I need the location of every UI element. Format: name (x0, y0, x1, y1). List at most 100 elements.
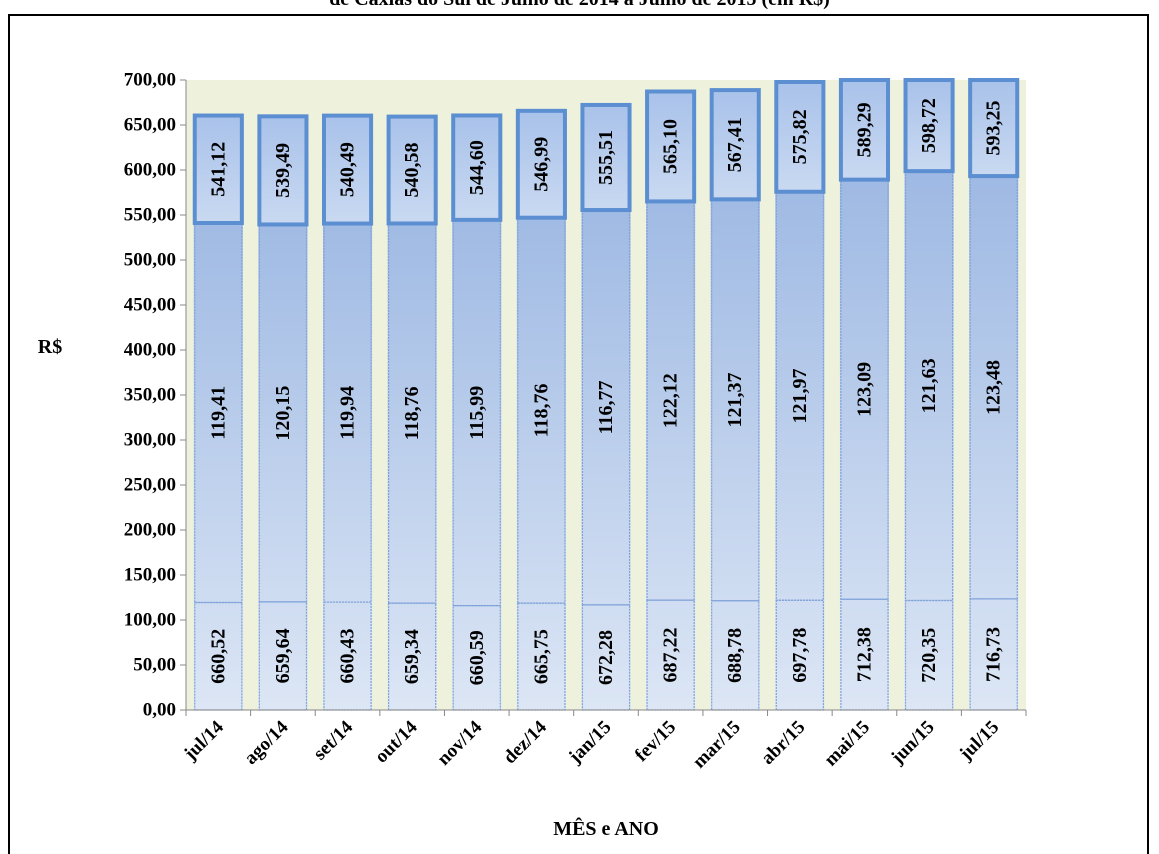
bar-segment-2-jul/15 (969, 175, 1018, 600)
chart-title: de Caxias do Sul de Julho de 2014 a Julh… (0, 0, 1159, 12)
x-tick-label-mai/15: mai/15 (820, 717, 874, 771)
data-label-top-dez/14: 546,99 (530, 137, 552, 192)
x-tick-label-set/14: set/14 (309, 716, 357, 764)
x-tick-label-out/14: out/14 (371, 716, 422, 767)
y-tick-label: 200,00 (124, 520, 176, 541)
bar-segment-3-jul/15 (968, 78, 1020, 179)
data-label-top-abr/15: 575,82 (789, 109, 811, 164)
bar-segment-2-fev/15 (646, 200, 695, 601)
y-tick-label: 400,00 (124, 340, 176, 361)
chart-frame (8, 14, 1149, 854)
data-label-bottom-jan/15: 672,28 (595, 630, 617, 685)
bar-segment-3-mar/15 (709, 88, 761, 202)
x-tick-label-nov/14: nov/14 (433, 716, 486, 769)
data-label-bottom-jul/15: 716,73 (983, 627, 1005, 682)
y-tick-label: 300,00 (124, 430, 176, 451)
x-tick-label-fev/15: fev/15 (631, 717, 680, 766)
x-tick-label-ago/14: ago/14 (240, 716, 293, 769)
data-label-top-jan/15: 555,51 (595, 130, 617, 185)
y-tick-label: 250,00 (124, 475, 176, 496)
y-tick-label: 50,00 (133, 655, 176, 676)
data-label-top-mai/15: 589,29 (853, 102, 875, 157)
x-tick-label-dez/14: dez/14 (500, 716, 552, 768)
data-label-top-jul/14: 541,12 (207, 142, 229, 197)
bar-segment-3-dez/14 (515, 108, 567, 220)
data-label-top-ago/14: 539,49 (272, 143, 294, 198)
data-label-top-jul/15: 593,25 (983, 101, 1005, 156)
bar-segment-2-out/14 (388, 222, 437, 604)
data-label-top-nov/14: 544,60 (466, 140, 488, 195)
bar-segment-3-mai/15 (838, 78, 891, 182)
data-label-middle-set/14: 119,94 (337, 386, 359, 440)
y-tick-label: 500,00 (124, 250, 176, 271)
data-label-middle-dez/14: 118,76 (530, 383, 552, 437)
bar-segment-3-out/14 (386, 114, 438, 226)
data-label-middle-mar/15: 121,37 (724, 373, 746, 428)
y-tick-label: 450,00 (124, 295, 176, 316)
y-tick-label: 600,00 (124, 160, 176, 181)
data-label-bottom-nov/14: 660,59 (466, 630, 488, 685)
y-tick-label: 700,00 (124, 70, 176, 91)
y-tick-label: 100,00 (124, 610, 176, 631)
bar-segment-3-nov/14 (451, 113, 503, 222)
data-label-middle-jun/15: 121,63 (918, 358, 940, 413)
data-label-bottom-mai/15: 712,38 (853, 627, 875, 682)
bar-jun/15 (904, 80, 954, 710)
x-tick-label-jul/15: jul/15 (955, 717, 1003, 765)
bar-segment-1-mar/15 (711, 600, 760, 711)
data-label-top-fev/15: 565,10 (660, 119, 682, 174)
data-label-bottom-fev/15: 687,22 (660, 628, 682, 683)
bar-segment-2-mai/15 (840, 179, 889, 600)
bar-segment-3-set/14 (321, 113, 374, 226)
y-tick-label: 550,00 (124, 205, 176, 226)
data-label-top-mar/15: 567,41 (724, 117, 746, 172)
y-axis-title: R$ (38, 336, 62, 358)
y-tick-label: 150,00 (124, 565, 176, 586)
bar-segment-2-nov/14 (452, 219, 501, 607)
bar-segment-2-abr/15 (775, 191, 824, 601)
bar-segment-2-jun/15 (904, 170, 954, 602)
bar-segment-2-dez/14 (517, 217, 566, 604)
data-label-bottom-abr/15: 697,78 (789, 628, 811, 683)
data-label-middle-abr/15: 121,97 (789, 368, 811, 423)
x-axis-title: MÊS e ANO (553, 816, 659, 840)
data-label-bottom-set/14: 660,43 (337, 629, 359, 684)
data-label-bottom-ago/14: 659,64 (272, 628, 294, 683)
y-tick-label: 350,00 (124, 385, 176, 406)
bar-segment-3-abr/15 (774, 79, 826, 194)
data-label-middle-ago/14: 120,15 (272, 386, 294, 441)
bar-segment-2-set/14 (323, 222, 372, 603)
data-label-bottom-mar/15: 688,78 (724, 628, 746, 683)
data-label-top-set/14: 540,49 (337, 142, 359, 197)
data-label-bottom-dez/14: 665,75 (530, 629, 552, 684)
bar-segment-3-ago/14 (257, 114, 309, 227)
data-label-middle-jul/15: 123,48 (983, 360, 1005, 415)
bar-segment-2-jul/14 (194, 222, 243, 604)
bar-segment-2-mar/15 (711, 198, 760, 602)
data-label-bottom-out/14: 659,34 (401, 629, 423, 684)
x-tick-label-jun/15: jun/15 (886, 717, 938, 769)
data-label-middle-mai/15: 123,09 (853, 362, 875, 417)
x-tick-label-mar/15: mar/15 (689, 717, 745, 773)
bar-jul/15 (969, 80, 1019, 710)
data-label-top-out/14: 540,58 (401, 143, 423, 198)
bar-segment-2-ago/14 (258, 223, 308, 603)
x-tick-label-abr/15: abr/15 (757, 717, 809, 769)
data-label-middle-jan/15: 116,77 (595, 381, 617, 435)
bar-segment-3-jan/15 (580, 102, 632, 213)
x-tick-label-jan/15: jan/15 (564, 717, 615, 768)
data-label-top-jun/15: 598,72 (918, 98, 940, 153)
bar-segment-3-fev/15 (645, 89, 697, 204)
y-tick-label: 650,00 (124, 115, 176, 136)
data-label-middle-out/14: 118,76 (401, 386, 423, 440)
x-tick-label-jul/14: jul/14 (179, 716, 228, 765)
data-label-bottom-jul/14: 660,52 (207, 629, 229, 684)
data-label-middle-jul/14: 119,41 (207, 386, 229, 440)
data-label-middle-nov/14: 115,99 (466, 386, 488, 440)
y-tick-label: 0,00 (143, 700, 176, 721)
bar-segment-2-jan/15 (581, 209, 631, 606)
bar-segment-3-jul/14 (192, 113, 244, 225)
bar-segment-3-jun/15 (903, 78, 955, 174)
data-label-bottom-jun/15: 720,35 (918, 628, 940, 683)
